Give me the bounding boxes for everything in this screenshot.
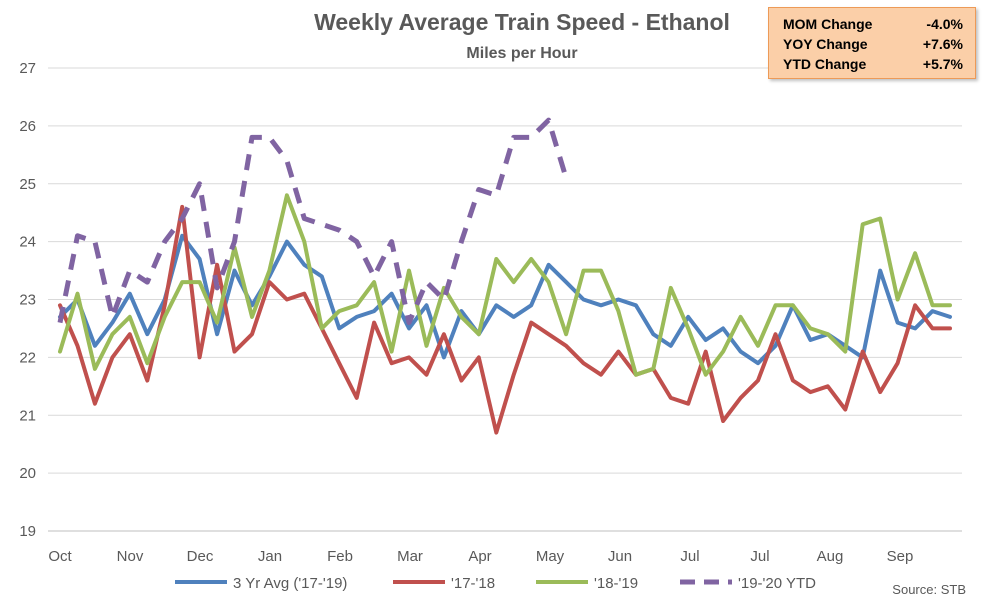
legend-label: '19-'20 YTD [738,575,816,592]
x-tick-label: Dec [187,548,214,565]
legend-label: '18-'19 [594,575,638,592]
x-tick-label: Aug [817,548,844,565]
x-tick-label: May [536,548,565,565]
y-tick-label: 25 [19,176,36,193]
legend-label: 3 Yr Avg ('17-'19) [233,575,347,592]
y-tick-label: 20 [19,465,36,482]
x-tick-label: Jun [608,548,632,565]
y-tick-label: 26 [19,118,36,135]
x-tick-label: Jul [680,548,699,565]
y-tick-label: 23 [19,292,36,309]
y-tick-label: 27 [19,60,36,77]
stats-box: MOM Change -4.0% YOY Change +7.6% YTD Ch… [768,7,976,79]
stat-value: +5.7% [922,56,963,72]
y-tick-label: 22 [19,349,36,366]
series-lines [57,117,952,435]
source-note: Source: STB [892,582,966,597]
stat-label: YOY Change [783,36,868,52]
legend-label: '17-'18 [451,575,495,592]
x-tick-label: Jan [258,548,282,565]
stat-row-mom: MOM Change -4.0% [783,14,963,34]
stat-label: MOM Change [783,16,873,32]
stat-label: YTD Change [783,56,867,72]
y-tick-label: 24 [19,234,36,251]
stat-value: +7.6% [922,36,963,52]
grid: 19 20 21 22 23 24 25 26 27 Oct Nov Dec Jan Feb Mar Apr M… [19,60,962,565]
x-tick-label: Nov [117,548,144,565]
x-tick-label: Sep [887,548,914,565]
x-tick-label: Apr [468,548,491,565]
series-line [57,117,569,326]
legend: 3 Yr Avg ('17-'19) '17-'18 '18-'19 '19-'20 … [175,575,816,592]
x-tick-label: Jul [750,548,769,565]
stat-value: -4.0% [926,16,963,32]
x-tick-label: Oct [48,548,72,565]
x-tick-label: Mar [397,548,423,565]
x-tick-label: Feb [327,548,353,565]
chart-title: Weekly Average Train Speed - Ethanol [314,9,730,35]
stat-row-yoy: YOY Change +7.6% [783,34,963,54]
stat-row-ytd: YTD Change +5.7% [783,54,963,74]
y-tick-label: 19 [19,523,36,540]
chart-subtitle: Miles per Hour [466,45,577,62]
series-line [58,193,952,377]
y-tick-label: 21 [19,407,36,424]
series-line [58,233,952,366]
series-line [58,204,952,435]
